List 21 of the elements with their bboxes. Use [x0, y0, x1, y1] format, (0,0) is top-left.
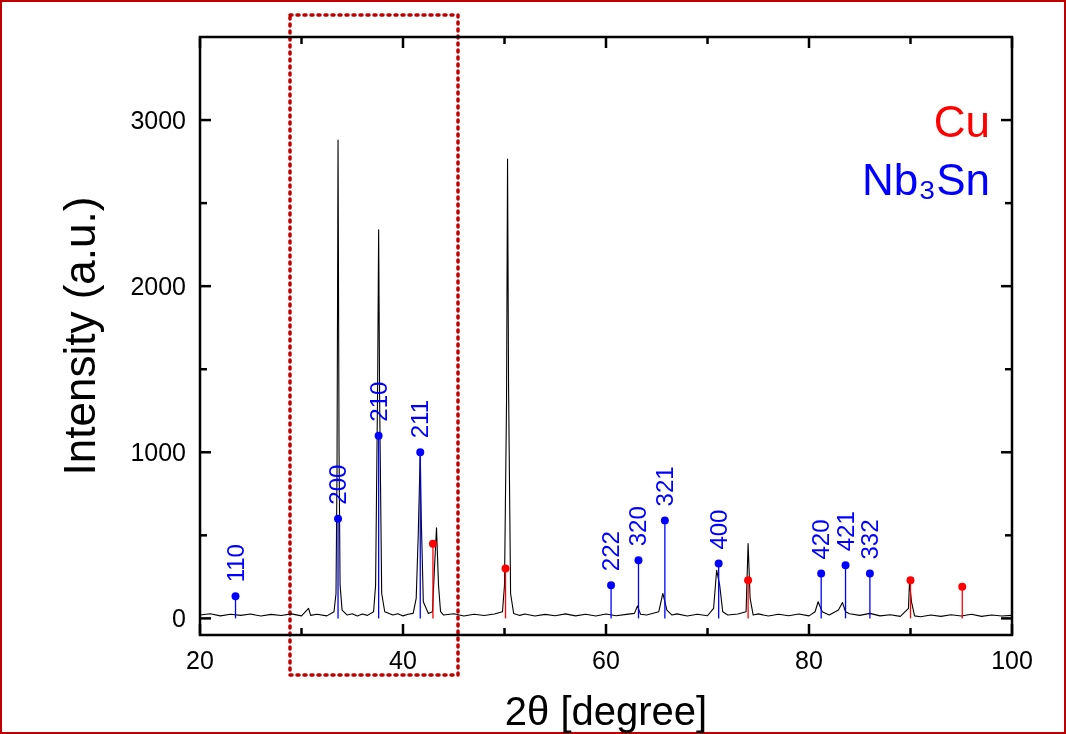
y-axis-title: Intensity (a.u.)	[55, 196, 104, 476]
x-tick-label: 80	[795, 646, 823, 674]
text: Nb₃Sn	[862, 155, 990, 204]
x-tick-label: 60	[592, 646, 620, 674]
y-tick-label: 2000	[130, 271, 186, 300]
annotation: 210	[364, 381, 392, 422]
annotation: 400	[704, 509, 732, 550]
x-tick-label: 100	[991, 646, 1033, 674]
annotation: 321	[650, 466, 678, 507]
x-axis-title: 2θ [degree]	[504, 689, 708, 733]
annotation: 320	[624, 506, 652, 547]
annotation: 211	[406, 400, 434, 439]
annotation: 200	[324, 464, 352, 505]
text: Cu	[933, 97, 990, 146]
y-tick-label: 1000	[130, 438, 186, 467]
y-tick-label: 3000	[130, 105, 186, 134]
y-tick-label: 0	[172, 604, 186, 633]
x-tick-label: 20	[186, 646, 214, 674]
annotation: 110	[221, 544, 249, 583]
annotation: 222	[597, 531, 625, 572]
x-tick-label: 40	[389, 646, 417, 674]
